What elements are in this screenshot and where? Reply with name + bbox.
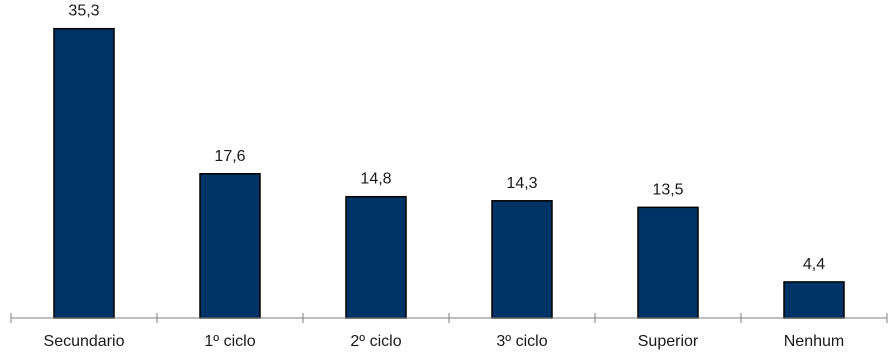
x-axis-ticks [10,313,888,323]
bar-4 [637,206,699,319]
category-label-4: Superior [638,333,699,350]
value-label-5: 4,4 [803,256,825,273]
value-label-0: 35,3 [68,3,99,20]
bars-group [53,27,845,319]
category-labels-group: Secundario 1º ciclo 2º ciclo 3º ciclo Superi… [44,333,845,350]
category-label-1: 1º ciclo [204,333,255,350]
bar-3 [491,200,553,319]
bar-2 [345,195,407,319]
bar-0 [53,27,115,319]
category-label-0: Secundario [44,333,125,350]
category-label-3: 3º ciclo [496,333,547,350]
category-label-2: 2º ciclo [350,333,401,350]
category-label-5: Nenhum [784,333,844,350]
value-label-2: 14,8 [360,171,391,188]
bar-1 [199,173,261,319]
value-label-4: 13,5 [652,181,683,198]
bar-5 [783,281,845,319]
value-label-3: 14,3 [506,175,537,192]
value-label-1: 17,6 [214,148,245,165]
value-labels-group: 35,3 17,6 14,8 14,3 13,5 4,4 [68,3,825,273]
